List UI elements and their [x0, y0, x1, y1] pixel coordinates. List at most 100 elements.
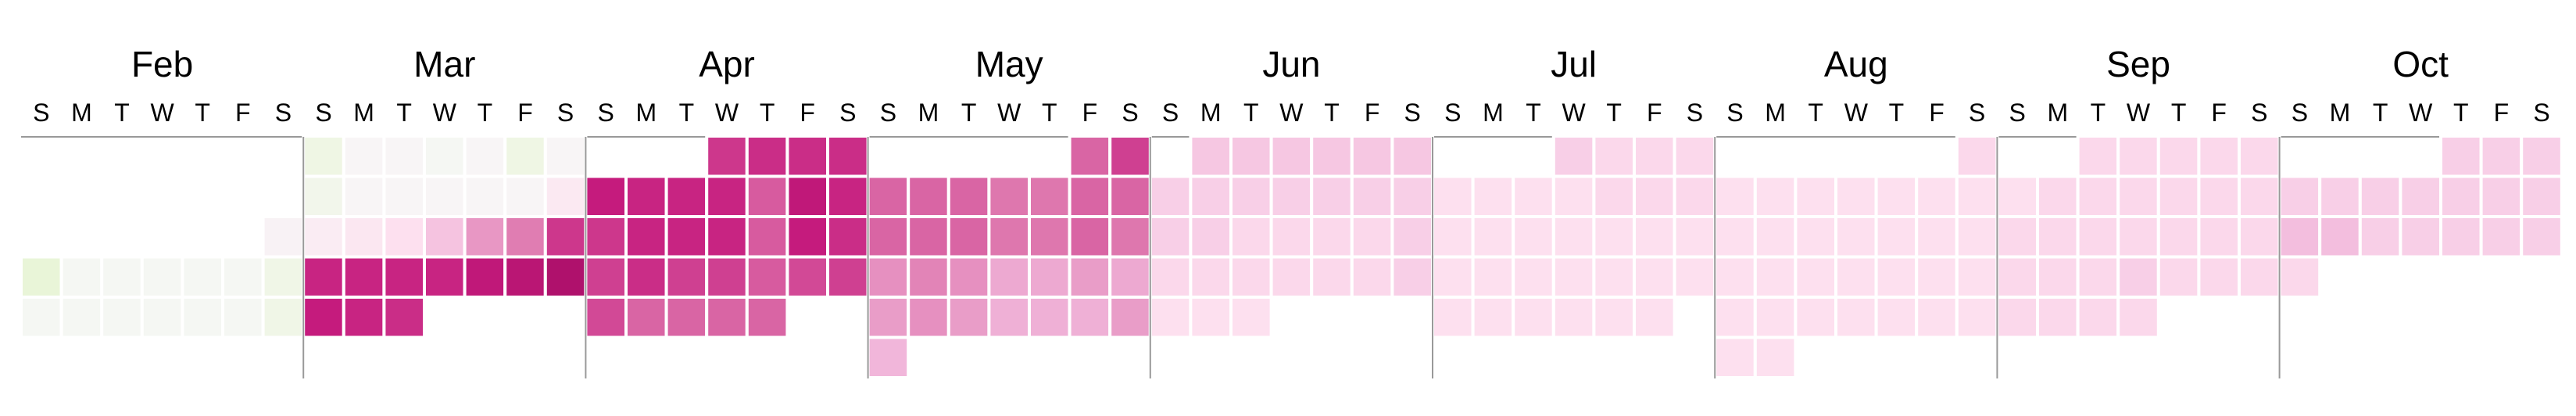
heatmap-cell: [1390, 215, 1435, 259]
heatmap-cell: [2439, 134, 2483, 178]
heatmap-cell: [1431, 296, 1475, 339]
heatmap-cell: [1310, 255, 1354, 299]
heatmap-cell: [1229, 255, 1273, 299]
heatmap-cell: [1028, 174, 1072, 218]
day-of-week-label: T: [2373, 99, 2388, 127]
heatmap-cell: [1955, 215, 1999, 259]
day-of-week-label: S: [2292, 99, 2308, 127]
heatmap-cell: [705, 215, 749, 259]
heatmap-cell: [1753, 215, 1798, 259]
heatmap-cell: [1834, 296, 1878, 339]
heatmap-cell: [1551, 215, 1596, 259]
heatmap-cell: [1915, 255, 1959, 299]
heatmap-cell: [423, 255, 467, 299]
heatmap-cell: [1028, 296, 1072, 339]
heatmap-cell: [2036, 296, 2080, 339]
day-of-week-label: S: [598, 99, 614, 127]
heatmap-cell: [1955, 134, 1999, 178]
heatmap-cell: [1713, 335, 1757, 379]
heatmap-cell: [20, 255, 63, 299]
heatmap-cell: [1229, 134, 1273, 178]
day-of-week-label: S: [33, 99, 49, 127]
heatmap-cell: [987, 174, 1032, 218]
heatmap-cell: [342, 296, 386, 339]
heatmap-cell: [1269, 255, 1314, 299]
heatmap-cell: [584, 296, 628, 339]
heatmap-cell: [987, 296, 1032, 339]
month-label: Sep: [2106, 44, 2170, 84]
heatmap-cell: [664, 296, 709, 339]
heatmap-cell: [342, 134, 386, 178]
day-of-week-label: T: [478, 99, 493, 127]
day-of-week-label: W: [997, 99, 1021, 127]
heatmap-cell: [1390, 174, 1435, 218]
heatmap-cell: [1794, 255, 1837, 299]
heatmap-cell: [2238, 174, 2281, 218]
heatmap-cell: [463, 174, 507, 218]
day-of-week-label: M: [635, 99, 657, 127]
heatmap-cell: [2197, 174, 2241, 218]
day-of-week-label: T: [760, 99, 775, 127]
heatmap-cell: [2439, 174, 2483, 218]
heatmap-cell: [423, 215, 467, 259]
heatmap-cell: [463, 134, 507, 178]
heatmap-cell: [140, 296, 184, 339]
day-of-week-label: T: [396, 99, 412, 127]
heatmap-cell: [2318, 174, 2362, 218]
heatmap-cell: [907, 174, 950, 218]
heatmap-cell: [503, 134, 547, 178]
day-of-week-label: S: [1162, 99, 1179, 127]
heatmap-cell: [2076, 296, 2120, 339]
heatmap-cell: [1148, 296, 1193, 339]
heatmap-cell: [866, 335, 911, 379]
day-of-week-label: S: [315, 99, 331, 127]
month-label: May: [975, 44, 1043, 84]
day-of-week-label: F: [1647, 99, 1662, 127]
heatmap-cell: [1310, 134, 1354, 178]
month-label: Oct: [2392, 44, 2449, 84]
heatmap-cell: [624, 255, 668, 299]
heatmap-cell: [946, 174, 991, 218]
heatmap-cell: [664, 174, 709, 218]
heatmap-cell: [342, 174, 386, 218]
day-of-week-label: T: [1243, 99, 1259, 127]
heatmap-cell: [1310, 174, 1354, 218]
heatmap-cell: [20, 296, 63, 339]
heatmap-cell: [1189, 255, 1233, 299]
heatmap-cell: [785, 255, 830, 299]
heatmap-cell: [584, 174, 628, 218]
day-of-week-label: S: [557, 99, 574, 127]
heatmap-cell: [1995, 255, 2039, 299]
heatmap-cell: [1512, 296, 1555, 339]
heatmap-cell: [2036, 174, 2080, 218]
heatmap-cell: [140, 255, 184, 299]
heatmap-cell: [2277, 215, 2322, 259]
heatmap-cell: [1874, 296, 1919, 339]
heatmap-cell: [503, 174, 547, 218]
heatmap-cell: [1431, 255, 1475, 299]
day-of-week-label: S: [1687, 99, 1703, 127]
heatmap-cell: [2399, 215, 2442, 259]
heatmap-cell: [2156, 134, 2201, 178]
heatmap-cell: [1108, 255, 1152, 299]
heatmap-cell: [866, 255, 911, 299]
heatmap-cell: [1955, 174, 1999, 218]
heatmap-cell: [1028, 255, 1072, 299]
heatmap-cell: [2156, 215, 2201, 259]
heatmap-cell: [543, 215, 588, 259]
heatmap-cell: [1189, 296, 1233, 339]
heatmap-cell: [1471, 215, 1515, 259]
heatmap-cell: [2238, 134, 2281, 178]
heatmap-cell: [2116, 296, 2160, 339]
heatmap-cell: [2076, 174, 2120, 218]
heatmap-cell: [2238, 255, 2281, 299]
heatmap-cell: [1350, 255, 1394, 299]
day-of-week-label: M: [2047, 99, 2068, 127]
day-of-week-label: M: [71, 99, 92, 127]
heatmap-cell: [1350, 134, 1394, 178]
heatmap-cell: [1189, 174, 1233, 218]
heatmap-cell: [1995, 174, 2039, 218]
heatmap-cell: [2520, 134, 2563, 178]
